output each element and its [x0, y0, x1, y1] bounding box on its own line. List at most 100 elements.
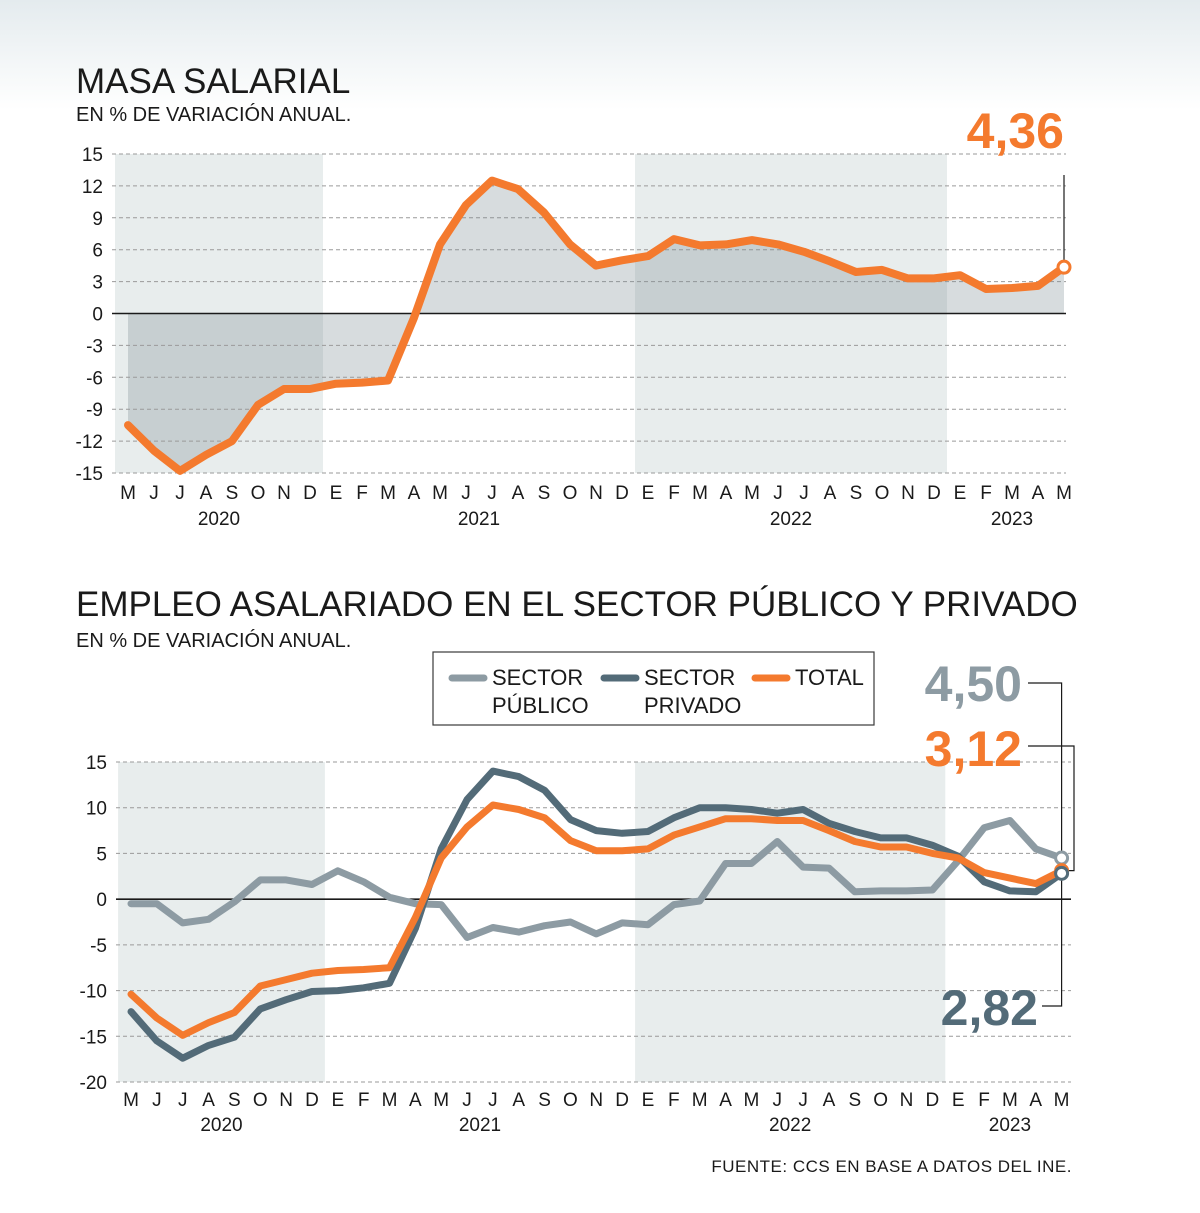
x-month-label: O	[873, 1090, 888, 1111]
x-year-label: 2022	[769, 1115, 811, 1136]
x-year-label: 2020	[198, 509, 240, 530]
x-month-label: S	[226, 483, 239, 504]
legend-privado-line1: SECTOR	[644, 665, 735, 690]
y-tick-label: -3	[86, 336, 103, 357]
y-tick-label: 15	[86, 753, 107, 774]
x-month-label: O	[251, 483, 266, 504]
x-month-label: N	[279, 1090, 293, 1111]
chart2-title: EMPLEO ASALARIADO EN EL SECTOR PÚBLICO Y…	[76, 585, 1078, 624]
x-month-label: D	[303, 483, 317, 504]
end-point-publico	[1054, 850, 1070, 866]
x-year-label: 2023	[989, 1115, 1031, 1136]
x-month-label: J	[461, 483, 471, 504]
y-tick-label: -5	[90, 936, 107, 957]
legend-box	[432, 651, 875, 726]
callout-value-total: 3,12	[925, 721, 1022, 777]
chart1-title: MASA SALARIAL	[76, 62, 350, 101]
y-tick-label: 3	[92, 273, 103, 294]
x-year-label: 2021	[458, 509, 500, 530]
chart2-subtitle: EN % DE VARIACIÓN ANUAL.	[76, 629, 351, 652]
x-month-label: J	[773, 1090, 783, 1111]
x-month-label: M	[1054, 1090, 1070, 1111]
x-month-label: A	[824, 483, 837, 504]
y-tick-label: 0	[92, 305, 103, 326]
y-tick-label: 0	[96, 890, 107, 911]
callout-value-privado: 2,82	[941, 980, 1038, 1036]
x-month-label: M	[123, 1090, 139, 1111]
x-month-label: D	[615, 483, 629, 504]
source-note: FUENTE: CCS EN BASE A DATOS DEL INE.	[711, 1157, 1072, 1176]
legend-privado-line2: PRIVADO	[644, 693, 741, 718]
x-month-label: E	[952, 1090, 965, 1111]
x-month-label: J	[178, 1090, 188, 1111]
y-tick-label: 12	[82, 177, 103, 198]
x-month-label: M	[692, 483, 708, 504]
callout-value-publico: 4,50	[925, 656, 1022, 712]
x-month-label: O	[563, 1090, 578, 1111]
x-month-label: O	[253, 1090, 268, 1111]
y-tick-label: -10	[80, 982, 107, 1003]
series-line-privado	[127, 767, 1066, 1062]
end-point-privado	[1054, 865, 1070, 881]
x-month-label: M	[433, 1090, 449, 1111]
x-month-label: S	[228, 1090, 241, 1111]
x-year-label: 2021	[459, 1115, 501, 1136]
x-month-label: J	[149, 483, 159, 504]
y-tick-label: -9	[86, 400, 103, 421]
y-tick-label: -20	[80, 1073, 107, 1094]
x-month-label: A	[823, 1090, 836, 1111]
callout-leader-publico	[1028, 682, 1063, 852]
x-month-label: A	[512, 483, 525, 504]
x-month-label: A	[408, 483, 421, 504]
chart2-legend: SECTOR PÚBLICO SECTOR PRIVADO TOTAL	[432, 651, 875, 726]
x-month-label: A	[1029, 1090, 1042, 1111]
x-month-label: A	[409, 1090, 422, 1111]
x-month-label: E	[330, 483, 343, 504]
y-tick-label: -15	[80, 1027, 107, 1048]
header-fade	[0, 0, 1200, 110]
end-point-marker	[1056, 259, 1072, 275]
masa-salarial-area	[128, 180, 1064, 471]
x-month-label: O	[875, 483, 890, 504]
x-month-label: J	[798, 1090, 808, 1111]
x-month-label: D	[925, 1090, 939, 1111]
x-month-label: J	[487, 483, 497, 504]
x-month-label: F	[978, 1090, 990, 1111]
x-year-label: 2023	[991, 509, 1033, 530]
x-month-label: M	[744, 483, 760, 504]
x-month-label: M	[692, 1090, 708, 1111]
x-month-label: M	[1004, 483, 1020, 504]
x-month-label: J	[773, 483, 783, 504]
x-month-label: E	[642, 1090, 655, 1111]
x-month-label: D	[615, 1090, 629, 1111]
x-month-label: S	[538, 1090, 551, 1111]
x-month-label: F	[356, 483, 368, 504]
y-tick-label: -12	[76, 432, 103, 453]
x-month-label: D	[927, 483, 941, 504]
x-month-label: M	[120, 483, 136, 504]
x-month-label: A	[1032, 483, 1045, 504]
x-month-label: N	[277, 483, 291, 504]
x-month-label: J	[488, 1090, 498, 1111]
y-tick-label: 9	[92, 209, 103, 230]
callout-value: 4,36	[967, 103, 1064, 159]
x-month-label: N	[901, 483, 915, 504]
x-month-label: F	[668, 1090, 680, 1111]
x-month-label: M	[380, 483, 396, 504]
masa-salarial-line	[124, 176, 1068, 475]
x-month-label: N	[900, 1090, 914, 1111]
x-month-label: F	[980, 483, 992, 504]
series-line-publico	[127, 817, 1066, 941]
y-tick-label: 15	[82, 145, 103, 166]
x-month-label: E	[954, 483, 967, 504]
year-band-2020	[118, 762, 325, 1082]
x-month-label: M	[382, 1090, 398, 1111]
x-month-label: A	[512, 1090, 525, 1111]
y-tick-label: 6	[92, 241, 103, 262]
x-month-label: E	[642, 483, 655, 504]
x-year-label: 2022	[770, 509, 812, 530]
y-tick-label: -6	[86, 368, 103, 389]
x-month-label: F	[668, 483, 680, 504]
chart1-subtitle: EN % DE VARIACIÓN ANUAL.	[76, 103, 351, 126]
